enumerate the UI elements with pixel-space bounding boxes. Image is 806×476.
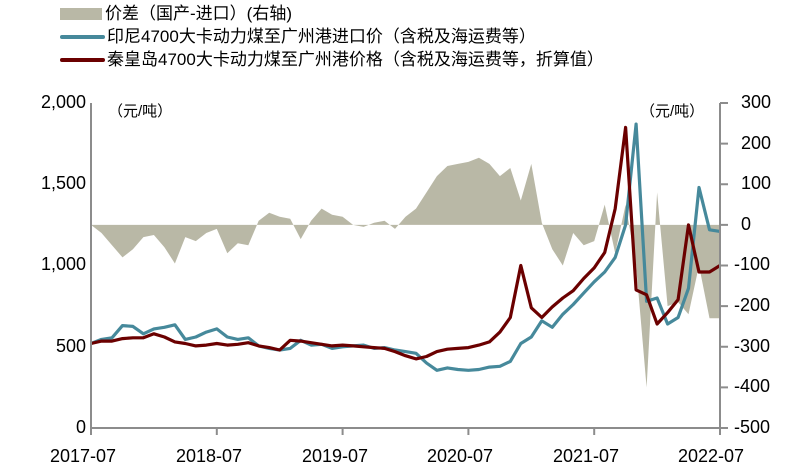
legend-item-spread: 价差（国产-进口）(右轴) — [60, 2, 604, 25]
x-tick: 2018-07 — [176, 446, 243, 466]
line-swatch-icon — [60, 57, 105, 62]
right-tick: 0 — [741, 214, 752, 234]
x-tick: 2022-07 — [678, 446, 745, 466]
legend-item-qinhuangdao: 秦皇岛4700大卡动力煤至广州港价格（含税及海运费等，折算值） — [60, 48, 604, 71]
legend-label-spread: 价差（国产-进口）(右轴) — [105, 4, 292, 23]
left-tick: 0 — [75, 417, 86, 437]
area-swatch-icon — [60, 7, 102, 20]
price-line — [90, 125, 721, 361]
right-unit-label: （元/吨） — [640, 103, 705, 120]
left-tick: 500 — [55, 336, 86, 356]
right-tick: 200 — [741, 133, 772, 153]
legend-label-indonesia: 印尼4700大卡动力煤至广州港进口价（含税及海运费等） — [107, 27, 536, 46]
left-tick: 2,000 — [40, 92, 86, 112]
x-tick: 2017-07 — [50, 446, 117, 466]
right-tick: 100 — [741, 173, 772, 193]
line-swatch-icon — [60, 34, 105, 39]
left-unit-label: （元/吨） — [108, 103, 173, 120]
price-lines — [90, 122, 721, 372]
legend-item-indonesia: 印尼4700大卡动力煤至广州港进口价（含税及海运费等） — [60, 25, 604, 48]
right-tick: -200 — [734, 295, 771, 315]
price-line — [90, 122, 721, 372]
right-tick: -100 — [734, 254, 771, 274]
right-tick: -300 — [734, 336, 771, 356]
right-tick: -400 — [734, 376, 771, 396]
x-tick: 2020-07 — [427, 446, 494, 466]
legend: 价差（国产-进口）(右轴) 印尼4700大卡动力煤至广州港进口价（含税及海运费等… — [60, 2, 604, 71]
right-tick: -500 — [734, 417, 771, 437]
left-tick: 1,000 — [40, 254, 86, 274]
x-tick: 2021-07 — [553, 446, 620, 466]
legend-label-qinhuangdao: 秦皇岛4700大卡动力煤至广州港价格（含税及海运费等，折算值） — [107, 50, 604, 69]
x-tick: 2019-07 — [302, 446, 369, 466]
axes — [90, 102, 728, 435]
right-tick: 300 — [741, 92, 772, 112]
left-tick: 1,500 — [40, 173, 86, 193]
